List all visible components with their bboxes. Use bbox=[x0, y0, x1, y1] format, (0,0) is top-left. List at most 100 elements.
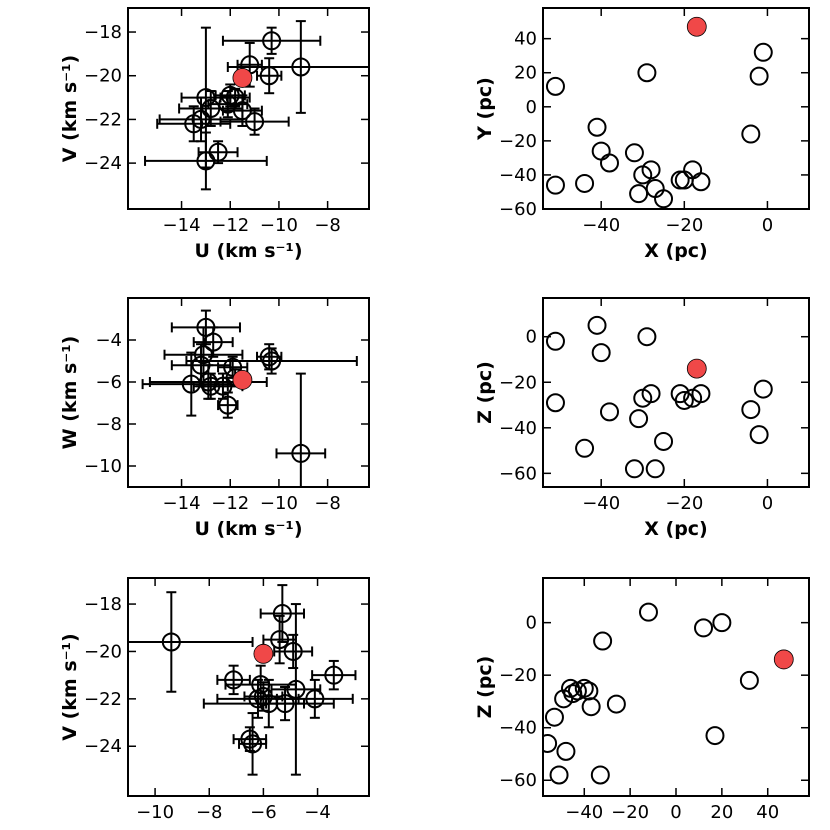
data-point bbox=[624, 459, 644, 479]
data-point bbox=[545, 393, 565, 413]
data-point bbox=[749, 425, 769, 445]
data-point bbox=[741, 400, 761, 420]
y-tick-label: −22 bbox=[84, 109, 122, 130]
data-point bbox=[196, 88, 216, 108]
y-tick-label: −8 bbox=[95, 414, 122, 435]
data-point bbox=[645, 459, 665, 479]
y-tick-label: −40 bbox=[499, 418, 537, 439]
plot-frame-wv bbox=[127, 577, 370, 797]
x-axis-label: W (km s⁻¹) bbox=[192, 827, 306, 830]
data-point bbox=[161, 632, 181, 652]
y-tick-label: −60 bbox=[499, 463, 537, 484]
x-tick-label: −10 bbox=[136, 802, 174, 823]
x-tick-label: −20 bbox=[611, 802, 649, 823]
data-point bbox=[741, 124, 761, 144]
data-point bbox=[600, 153, 619, 173]
data-point bbox=[272, 604, 292, 624]
data-point bbox=[641, 384, 661, 404]
data-point bbox=[543, 733, 558, 753]
data-point bbox=[305, 689, 325, 709]
data-point bbox=[283, 641, 303, 661]
plot-frame-yz bbox=[542, 577, 810, 797]
data-point bbox=[232, 101, 252, 121]
data-point bbox=[324, 665, 344, 685]
x-tick-label: −8 bbox=[314, 215, 341, 236]
y-tick-label: −20 bbox=[499, 131, 537, 152]
panel-xz: −40 −20 0 −60 −40 −20 0 X (pc) Z (pc) bbox=[474, 297, 810, 540]
data-point bbox=[240, 729, 260, 749]
target-point bbox=[773, 649, 794, 670]
data-point bbox=[638, 602, 658, 622]
y-tick-label: −22 bbox=[84, 689, 122, 710]
data-point bbox=[674, 390, 694, 410]
x-tick-label: −40 bbox=[582, 215, 620, 236]
data-point bbox=[591, 343, 611, 363]
data-point bbox=[575, 438, 595, 458]
x-axis-label: U (km s⁻¹) bbox=[194, 518, 302, 540]
x-tick-label: −10 bbox=[260, 215, 298, 236]
data-point bbox=[201, 99, 221, 118]
plot-frame-xz bbox=[542, 297, 810, 488]
data-point bbox=[243, 734, 263, 754]
y-tick-label: −40 bbox=[499, 718, 537, 739]
data-point bbox=[291, 57, 311, 77]
x-tick-label: 0 bbox=[762, 493, 773, 514]
y-tick-label: −18 bbox=[84, 22, 122, 43]
data-point bbox=[629, 184, 649, 204]
data-point bbox=[749, 66, 769, 86]
data-point bbox=[581, 697, 601, 717]
y-tick-label: −6 bbox=[95, 372, 122, 393]
x-tick-label: −8 bbox=[196, 802, 223, 823]
y-tick-label: −60 bbox=[499, 199, 537, 220]
x-tick-label: −4 bbox=[304, 802, 331, 823]
data-point bbox=[245, 112, 265, 132]
data-point bbox=[637, 327, 657, 347]
data-point bbox=[691, 384, 711, 404]
data-point bbox=[691, 172, 711, 192]
x-tick-label: 40 bbox=[756, 802, 779, 823]
x-tick-label: −10 bbox=[260, 493, 298, 514]
y-tick-label: 0 bbox=[526, 97, 537, 118]
data-point bbox=[545, 331, 565, 351]
y-tick-label: 40 bbox=[514, 29, 537, 50]
data-point bbox=[579, 681, 599, 701]
data-point bbox=[624, 143, 644, 163]
data-point bbox=[262, 31, 282, 51]
y-axis-label: Z (pc) bbox=[474, 361, 496, 424]
panels-container: −14 −12 −10 −8 −24 −22 −20 −18 U (km s⁻¹) V (km s… bbox=[59, 7, 810, 830]
x-tick-label: −40 bbox=[565, 802, 603, 823]
data-point bbox=[587, 315, 607, 335]
data-point bbox=[600, 402, 619, 422]
y-tick-label: −40 bbox=[499, 165, 537, 186]
data-point bbox=[654, 431, 674, 451]
x-tick-label: 20 bbox=[710, 802, 733, 823]
data-points-uv bbox=[144, 20, 369, 191]
y-tick-label: 20 bbox=[514, 63, 537, 84]
data-point bbox=[705, 726, 725, 746]
x-tick-label: −40 bbox=[582, 493, 620, 514]
panel-uw: −14 −12 −10 −8 −10 −8 −6 −4 U (km s⁻¹) W (km s⁻¹) bbox=[59, 297, 370, 540]
y-axis-label: Z (pc) bbox=[474, 656, 496, 719]
data-point bbox=[753, 42, 773, 62]
data-point bbox=[556, 741, 576, 761]
x-tick-label: −12 bbox=[211, 215, 249, 236]
data-point bbox=[549, 765, 569, 785]
x-axis-label: X (pc) bbox=[644, 518, 708, 540]
y-tick-label: −24 bbox=[84, 736, 122, 757]
y-tick-label: −4 bbox=[95, 330, 122, 351]
x-axis-label: Y (pc) bbox=[644, 827, 708, 830]
x-tick-label: −20 bbox=[665, 493, 703, 514]
data-point bbox=[544, 707, 564, 727]
data-point bbox=[545, 76, 565, 96]
data-point bbox=[223, 357, 243, 377]
data-point bbox=[203, 332, 223, 352]
data-point bbox=[629, 409, 649, 429]
data-point bbox=[606, 694, 626, 714]
panel-uv: −14 −12 −10 −8 −24 −22 −20 −18 U (km s⁻¹) V (km s… bbox=[59, 7, 370, 262]
data-point bbox=[291, 443, 311, 463]
data-point bbox=[574, 678, 594, 698]
data-point bbox=[262, 351, 282, 371]
data-point bbox=[218, 395, 238, 415]
target-point bbox=[232, 369, 253, 390]
